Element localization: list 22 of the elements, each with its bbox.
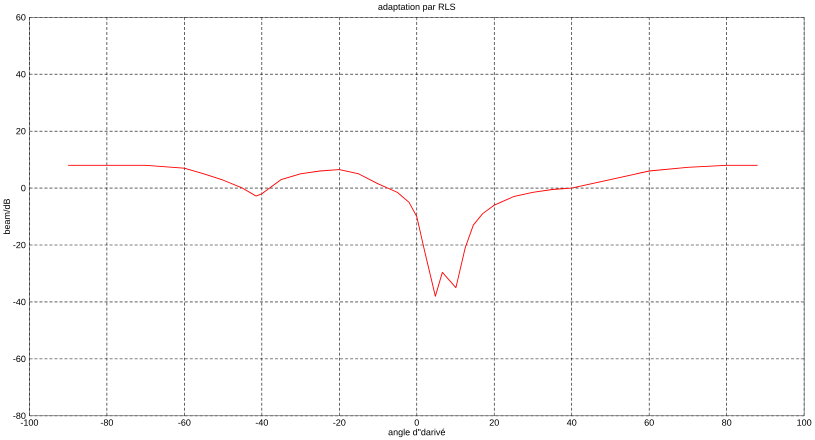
x-tick-label: 100: [797, 419, 812, 426]
x-tick-label: -80: [100, 419, 114, 426]
x-tick-label: -40: [256, 419, 268, 426]
x-tick-label: 40: [566, 419, 576, 426]
chart-title: adaptation par RLS: [378, 3, 456, 12]
x-tick-label: -100: [20, 419, 38, 426]
x-tick-label: 80: [722, 419, 732, 426]
x-tick-label: -60: [178, 419, 191, 426]
y-tick-label: 60: [16, 14, 26, 20]
y-tick-label: 40: [16, 70, 26, 78]
y-tick-label: 0: [21, 184, 26, 192]
x-axis-title: angle d"darivé: [388, 428, 446, 437]
y-tick-label: -20: [13, 242, 26, 248]
x-tick-label: 60: [644, 419, 654, 426]
y-tick-label: -80: [13, 412, 26, 419]
x-tick-label: 0: [414, 419, 419, 426]
y-tick-label: -60: [13, 355, 26, 362]
y-axis-title: beam/dB: [3, 198, 10, 234]
y-tick-label: -40: [13, 298, 26, 305]
x-tick-label: -20: [333, 419, 346, 426]
x-tick-label: 20: [490, 419, 499, 426]
y-tick-label: 20: [16, 128, 26, 134]
